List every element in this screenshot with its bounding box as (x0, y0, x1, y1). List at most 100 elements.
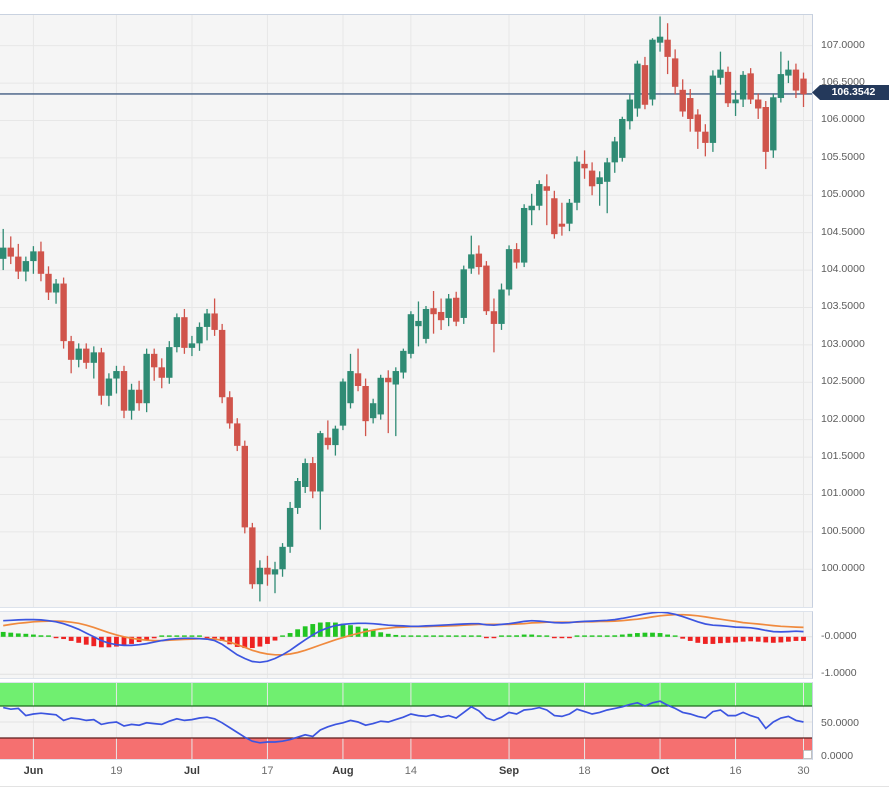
candlestick-chart[interactable] (0, 15, 812, 607)
candle[interactable] (634, 60, 641, 117)
candle[interactable] (15, 243, 22, 280)
candle[interactable] (702, 124, 709, 157)
candle[interactable] (679, 79, 686, 117)
candle[interactable] (611, 136, 618, 173)
candle[interactable] (385, 370, 392, 434)
candle[interactable] (286, 501, 294, 553)
candle[interactable] (604, 157, 611, 214)
candle[interactable] (664, 23, 671, 75)
candle[interactable] (135, 380, 143, 411)
candle[interactable] (739, 71, 747, 108)
candle[interactable] (52, 279, 60, 304)
candle[interactable] (445, 294, 452, 327)
candle[interactable] (234, 418, 241, 452)
candle[interactable] (581, 150, 588, 179)
candle[interactable] (0, 228, 7, 271)
candle[interactable] (588, 162, 596, 196)
price-panel[interactable] (0, 14, 813, 608)
candle[interactable] (98, 347, 105, 405)
candle[interactable] (211, 298, 218, 336)
candle[interactable] (324, 420, 332, 450)
candle[interactable] (724, 66, 732, 108)
candle[interactable] (241, 440, 248, 534)
macd-panel[interactable] (0, 611, 813, 679)
rsi-panel[interactable] (0, 682, 813, 760)
candle[interactable] (407, 311, 415, 359)
candle[interactable] (339, 378, 347, 431)
candle[interactable] (203, 308, 211, 341)
candle[interactable] (558, 202, 566, 236)
candle[interactable] (181, 308, 188, 354)
candle[interactable] (30, 246, 37, 274)
candle[interactable] (400, 348, 407, 379)
candle[interactable] (709, 70, 717, 152)
candle[interactable] (45, 266, 52, 300)
candle[interactable] (468, 235, 475, 274)
candle[interactable] (520, 204, 528, 268)
candle[interactable] (249, 522, 256, 589)
candle[interactable] (498, 283, 505, 330)
candle[interactable] (264, 555, 271, 586)
candle[interactable] (113, 365, 120, 394)
candle[interactable] (747, 68, 754, 105)
candle[interactable] (347, 353, 354, 409)
candle[interactable] (415, 301, 422, 347)
candle[interactable] (143, 348, 150, 413)
candle[interactable] (37, 241, 45, 282)
candle[interactable] (377, 374, 384, 420)
candle[interactable] (573, 156, 581, 211)
candle[interactable] (120, 365, 128, 419)
candle[interactable] (671, 49, 679, 95)
candle[interactable] (551, 190, 558, 239)
candle[interactable] (271, 561, 279, 594)
candle[interactable] (453, 291, 460, 327)
candle[interactable] (513, 243, 520, 269)
candle[interactable] (656, 16, 664, 52)
candle[interactable] (196, 322, 203, 351)
candle[interactable] (151, 348, 158, 381)
candle[interactable] (22, 256, 30, 282)
candle[interactable] (430, 291, 437, 334)
candle[interactable] (188, 335, 196, 357)
candle[interactable] (128, 383, 135, 420)
candle[interactable] (158, 358, 165, 389)
candle[interactable] (369, 398, 377, 424)
candle[interactable] (490, 298, 498, 353)
candle[interactable] (505, 245, 513, 296)
candle[interactable] (785, 60, 792, 84)
candle[interactable] (536, 180, 543, 211)
candle[interactable] (83, 343, 90, 369)
candle[interactable] (755, 93, 762, 119)
candle[interactable] (67, 335, 75, 374)
macd-chart[interactable] (0, 612, 812, 678)
candle[interactable] (60, 277, 67, 349)
candle[interactable] (294, 478, 301, 514)
candle[interactable] (332, 425, 339, 456)
candle[interactable] (7, 236, 14, 265)
candle[interactable] (309, 457, 316, 499)
candle[interactable] (596, 171, 603, 206)
candle[interactable] (475, 245, 483, 275)
candle[interactable] (649, 38, 656, 106)
candle[interactable] (619, 116, 626, 162)
candle[interactable] (800, 72, 807, 108)
candle[interactable] (762, 101, 769, 170)
candle[interactable] (279, 543, 286, 577)
candle[interactable] (75, 343, 82, 368)
candle[interactable] (717, 51, 724, 85)
candle[interactable] (641, 56, 649, 110)
candle[interactable] (226, 391, 233, 429)
candle[interactable] (392, 367, 399, 437)
candle[interactable] (362, 378, 369, 437)
candle[interactable] (792, 63, 800, 99)
candle[interactable] (166, 341, 173, 384)
candle[interactable] (173, 313, 181, 353)
candle[interactable] (543, 174, 550, 226)
candle[interactable] (687, 89, 694, 132)
candle[interactable] (256, 560, 264, 602)
candle[interactable] (528, 193, 535, 226)
candle[interactable] (460, 265, 467, 324)
candle[interactable] (90, 346, 97, 379)
candle[interactable] (437, 298, 445, 330)
candle[interactable] (483, 261, 490, 315)
